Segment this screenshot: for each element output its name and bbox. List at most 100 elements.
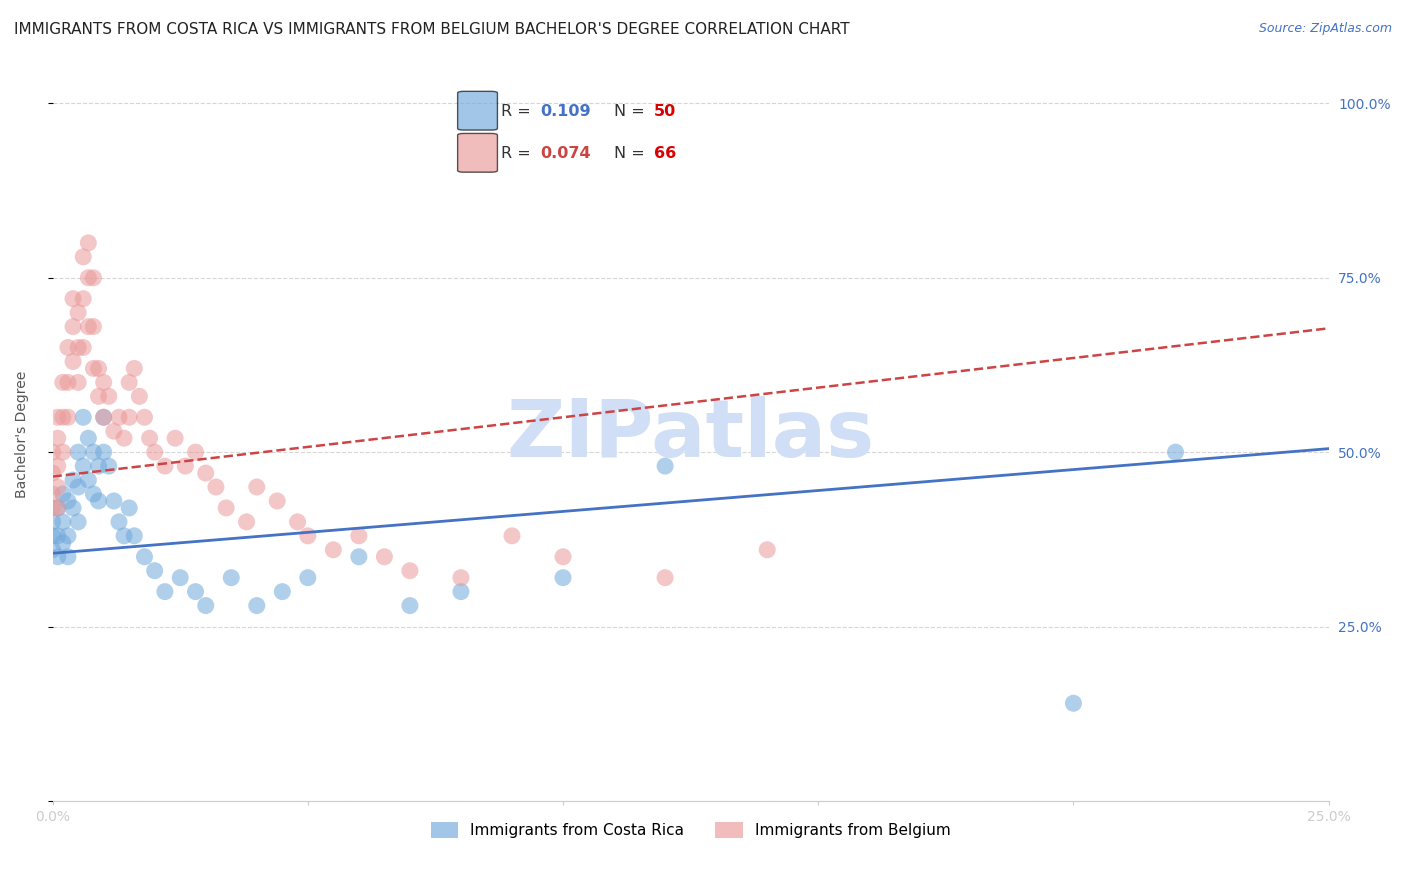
Point	[87, 459, 110, 474]
Point	[654, 459, 676, 474]
Point	[77, 235, 100, 250]
Point	[52, 515, 75, 529]
Point	[41, 487, 63, 501]
Point	[52, 445, 75, 459]
Point	[67, 445, 90, 459]
Point	[93, 445, 115, 459]
Point	[62, 473, 84, 487]
Point	[235, 515, 257, 529]
Point	[56, 376, 79, 390]
Point	[118, 410, 141, 425]
Y-axis label: Bachelor's Degree: Bachelor's Degree	[15, 371, 30, 499]
Text: Source: ZipAtlas.com: Source: ZipAtlas.com	[1258, 22, 1392, 36]
Point	[56, 529, 79, 543]
Point	[87, 389, 110, 403]
Point	[41, 515, 63, 529]
Point	[1164, 445, 1187, 459]
Point	[97, 389, 120, 403]
Point	[165, 431, 187, 445]
Point	[46, 500, 69, 515]
Point	[143, 564, 166, 578]
Point	[266, 494, 288, 508]
Point	[56, 410, 79, 425]
Point	[82, 445, 104, 459]
Point	[46, 480, 69, 494]
Point	[450, 584, 472, 599]
Point	[62, 354, 84, 368]
Point	[77, 473, 100, 487]
Point	[551, 571, 574, 585]
Point	[41, 466, 63, 480]
Point	[118, 500, 141, 515]
Point	[72, 459, 94, 474]
Point	[67, 341, 90, 355]
Point	[72, 250, 94, 264]
Point	[62, 500, 84, 515]
Point	[82, 319, 104, 334]
Point	[219, 571, 242, 585]
Point	[134, 410, 156, 425]
Point	[246, 599, 269, 613]
Point	[52, 376, 75, 390]
Point	[169, 571, 191, 585]
Text: IMMIGRANTS FROM COSTA RICA VS IMMIGRANTS FROM BELGIUM BACHELOR'S DEGREE CORRELAT: IMMIGRANTS FROM COSTA RICA VS IMMIGRANTS…	[14, 22, 849, 37]
Point	[93, 410, 115, 425]
Point	[41, 542, 63, 557]
Point	[93, 376, 115, 390]
Point	[52, 536, 75, 550]
Point	[52, 487, 75, 501]
Point	[399, 564, 422, 578]
Point	[77, 270, 100, 285]
Point	[297, 571, 319, 585]
Point	[322, 542, 344, 557]
Point	[174, 459, 197, 474]
Point	[72, 292, 94, 306]
Point	[46, 549, 69, 564]
Point	[450, 571, 472, 585]
Point	[134, 549, 156, 564]
Point	[67, 480, 90, 494]
Point	[103, 424, 125, 438]
Point	[67, 305, 90, 319]
Point	[41, 500, 63, 515]
Point	[62, 319, 84, 334]
Point	[108, 410, 131, 425]
Point	[82, 361, 104, 376]
Point	[56, 341, 79, 355]
Point	[128, 389, 150, 403]
Point	[347, 529, 370, 543]
Point	[1062, 696, 1084, 710]
Point	[56, 494, 79, 508]
Point	[287, 515, 309, 529]
Point	[184, 445, 207, 459]
Point	[46, 500, 69, 515]
Point	[82, 487, 104, 501]
Point	[46, 529, 69, 543]
Point	[297, 529, 319, 543]
Point	[153, 584, 176, 599]
Point	[103, 494, 125, 508]
Point	[551, 549, 574, 564]
Point	[67, 376, 90, 390]
Point	[143, 445, 166, 459]
Point	[108, 515, 131, 529]
Legend: Immigrants from Costa Rica, Immigrants from Belgium: Immigrants from Costa Rica, Immigrants f…	[425, 816, 956, 845]
Point	[347, 549, 370, 564]
Point	[138, 431, 160, 445]
Point	[52, 410, 75, 425]
Point	[72, 341, 94, 355]
Point	[87, 361, 110, 376]
Point	[41, 445, 63, 459]
Point	[97, 459, 120, 474]
Point	[184, 584, 207, 599]
Point	[77, 319, 100, 334]
Point	[87, 494, 110, 508]
Point	[112, 529, 135, 543]
Point	[41, 529, 63, 543]
Point	[373, 549, 395, 564]
Point	[93, 410, 115, 425]
Point	[194, 599, 217, 613]
Point	[46, 410, 69, 425]
Point	[77, 431, 100, 445]
Point	[67, 515, 90, 529]
